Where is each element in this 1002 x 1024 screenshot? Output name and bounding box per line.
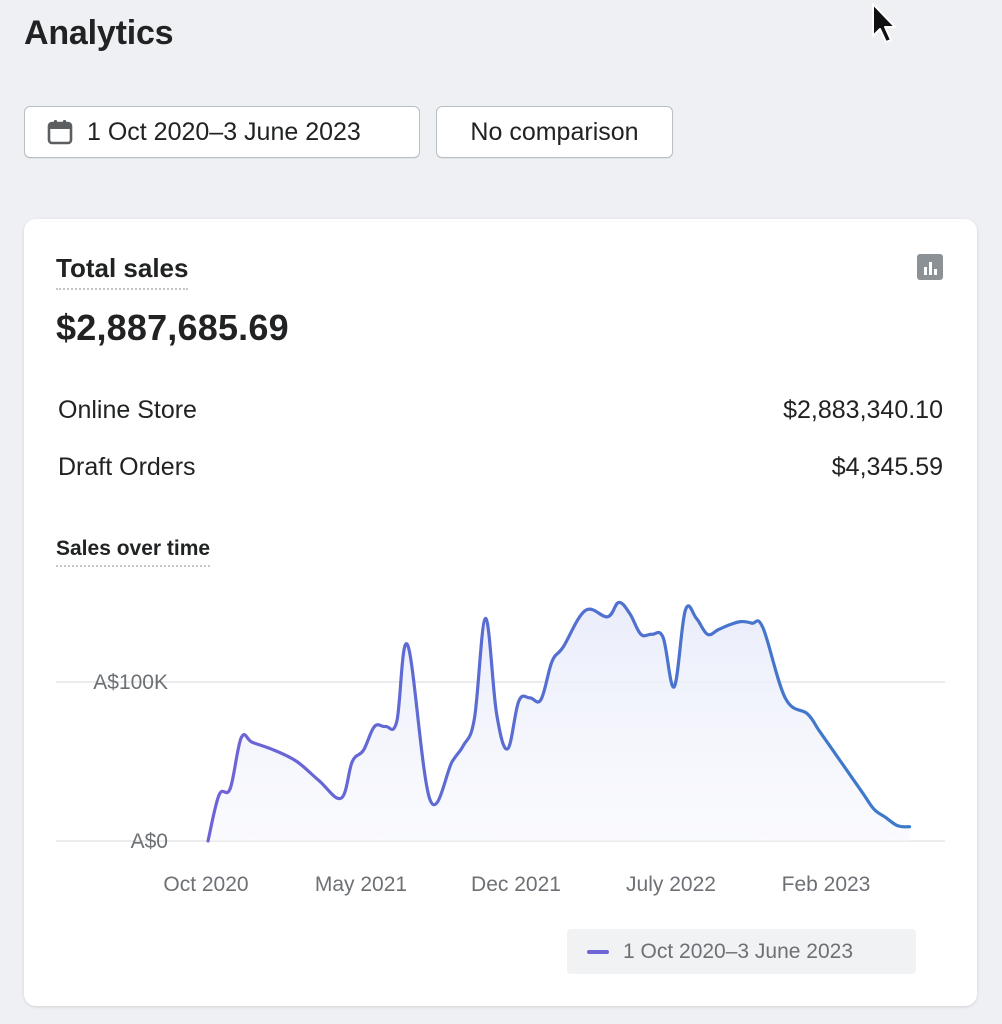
breakdown-row: Draft Orders $4,345.59 <box>58 453 943 482</box>
breakdown-row: Online Store $2,883,340.10 <box>58 396 943 425</box>
x-tick-label: Oct 2020 <box>163 873 248 896</box>
page-title: Analytics <box>24 14 174 52</box>
date-range-label: 1 Oct 2020–3 June 2023 <box>87 117 361 146</box>
total-sales-value: $2,887,685.69 <box>56 307 289 348</box>
breakdown-value: $4,345.59 <box>831 453 943 481</box>
breakdown-label: Online Store <box>58 396 197 424</box>
chart-legend[interactable]: 1 Oct 2020–3 June 2023 <box>567 929 916 974</box>
breakdown-label: Draft Orders <box>58 453 196 481</box>
y-tick-label: A$0 <box>131 830 168 853</box>
legend-swatch <box>587 949 609 954</box>
sales-over-time-chart: A$0 A$100K Oct 2020 May 2021 Dec 2021 July 20… <box>56 600 945 896</box>
series-area <box>208 602 910 841</box>
total-sales-card: Total sales $2,887,685.69 Online Store $… <box>24 219 977 1006</box>
date-range-button[interactable]: 1 Oct 2020–3 June 2023 <box>24 106 420 158</box>
comparison-button[interactable]: No comparison <box>436 106 673 158</box>
bar-chart-icon[interactable] <box>917 254 943 280</box>
mouse-cursor-icon <box>872 3 896 43</box>
breakdown-value: $2,883,340.10 <box>783 396 943 424</box>
series-line[interactable] <box>206 600 912 843</box>
legend-label: 1 Oct 2020–3 June 2023 <box>623 939 854 963</box>
x-tick-label: Dec 2021 <box>471 873 561 896</box>
card-title[interactable]: Total sales <box>56 253 189 290</box>
x-tick-label: May 2021 <box>315 873 407 896</box>
y-tick-label: A$100K <box>93 671 168 694</box>
x-tick-label: Feb 2023 <box>782 873 871 896</box>
comparison-label: No comparison <box>470 117 639 146</box>
x-tick-label: July 2022 <box>626 873 716 896</box>
calendar-icon <box>47 120 73 145</box>
chart-title[interactable]: Sales over time <box>56 537 211 567</box>
